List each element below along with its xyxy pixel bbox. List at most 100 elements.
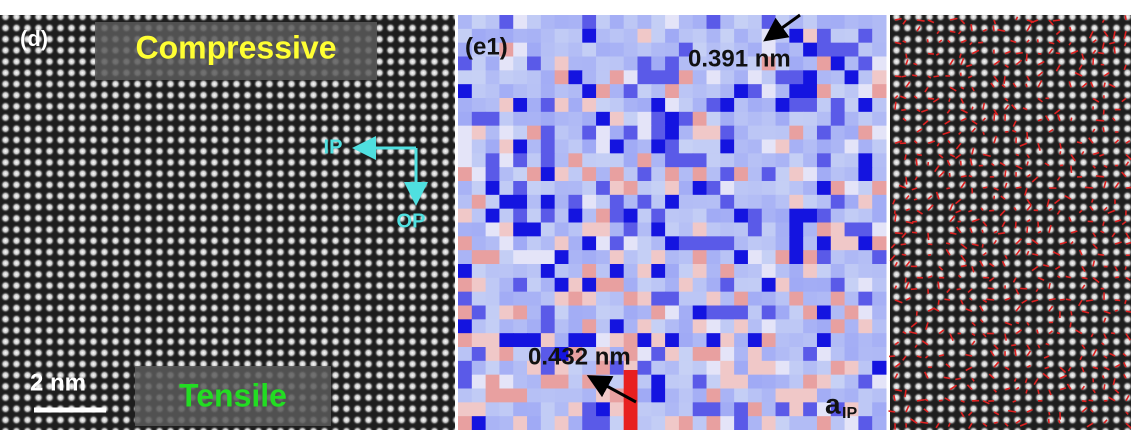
vector — [1095, 175, 1105, 178]
vector — [1092, 276, 1100, 284]
map-cell — [513, 194, 528, 210]
map-cell — [816, 194, 832, 210]
map-cell — [596, 56, 611, 71]
vector — [1035, 288, 1039, 293]
map-cell — [458, 374, 473, 389]
map-cell — [747, 98, 763, 113]
vector — [978, 305, 984, 312]
vector — [1114, 182, 1120, 189]
map-cell — [499, 374, 514, 389]
map-cell — [513, 181, 528, 196]
vector — [993, 361, 1000, 368]
map-cell — [761, 305, 777, 320]
map-cell — [706, 374, 721, 389]
map-cell — [872, 84, 887, 99]
map-cell — [596, 416, 611, 430]
map-cell — [568, 416, 583, 430]
map-cell — [499, 84, 514, 99]
map-cell — [665, 222, 680, 237]
map-cell — [830, 374, 846, 389]
map-cell — [582, 291, 597, 306]
map-cell — [665, 388, 680, 403]
map-cell — [582, 15, 597, 30]
map-cell — [734, 167, 749, 182]
vector — [1037, 230, 1042, 234]
map-cell — [747, 360, 763, 376]
vector — [1033, 377, 1039, 386]
map-cell — [844, 15, 859, 30]
vector — [1024, 187, 1028, 196]
map-cell — [651, 111, 666, 127]
vector — [1081, 82, 1088, 88]
vector — [993, 109, 999, 116]
vector — [1078, 249, 1083, 256]
vector — [1007, 409, 1017, 413]
map-cell — [623, 333, 638, 348]
map-cell — [747, 15, 763, 30]
vector — [936, 142, 940, 147]
map-cell — [637, 56, 652, 71]
map-cell — [665, 181, 680, 196]
map-cell — [665, 28, 680, 44]
vector — [965, 366, 973, 372]
map-cell — [844, 181, 859, 196]
map-cell — [775, 360, 790, 376]
map-cell — [637, 222, 652, 237]
vector — [938, 399, 943, 402]
vector — [948, 98, 951, 102]
vector — [955, 142, 962, 150]
vector — [1026, 408, 1033, 413]
map-cell — [789, 305, 804, 320]
map-cell — [513, 28, 528, 44]
vector — [927, 275, 933, 279]
map-cell — [706, 28, 721, 44]
vector — [1012, 400, 1017, 403]
map-cell — [858, 208, 873, 223]
vector — [1088, 137, 1094, 144]
map-cell — [637, 319, 652, 334]
map-cell — [499, 416, 514, 430]
vector — [1031, 299, 1039, 303]
map-cell — [816, 153, 832, 168]
vector — [1067, 366, 1072, 372]
map-cell — [816, 333, 832, 348]
vector — [960, 181, 966, 189]
map-cell — [499, 277, 514, 293]
map-cell — [858, 347, 873, 362]
map-cell — [471, 388, 487, 403]
vector — [1037, 344, 1041, 349]
map-cell — [471, 291, 487, 306]
vector — [1059, 366, 1067, 374]
vector — [1046, 199, 1050, 208]
map-cell — [568, 374, 583, 389]
vector — [993, 75, 999, 83]
vector — [1070, 153, 1076, 162]
map-cell — [485, 208, 500, 223]
map-cell — [678, 125, 694, 140]
map-cell — [485, 333, 500, 348]
map-cell — [734, 374, 749, 389]
map-cell — [720, 277, 735, 293]
map-cell — [540, 139, 556, 154]
map-cell — [858, 264, 873, 279]
map-cell — [623, 194, 638, 210]
vector — [1015, 59, 1023, 66]
vector — [924, 398, 929, 402]
map-cell — [513, 277, 528, 293]
map-cell — [540, 388, 556, 403]
map-cell — [678, 194, 694, 210]
map-cell — [858, 291, 873, 306]
map-cell — [582, 360, 597, 376]
vector — [955, 226, 962, 234]
map-cell — [803, 388, 818, 403]
vector — [955, 198, 962, 205]
axis-label: IP — [324, 136, 343, 158]
map-cell — [568, 291, 583, 306]
vector — [1048, 48, 1054, 55]
map-cell — [844, 374, 859, 389]
map-cell — [872, 139, 887, 154]
map-cell — [540, 222, 556, 237]
map-cell — [803, 98, 818, 113]
vector — [892, 198, 896, 205]
